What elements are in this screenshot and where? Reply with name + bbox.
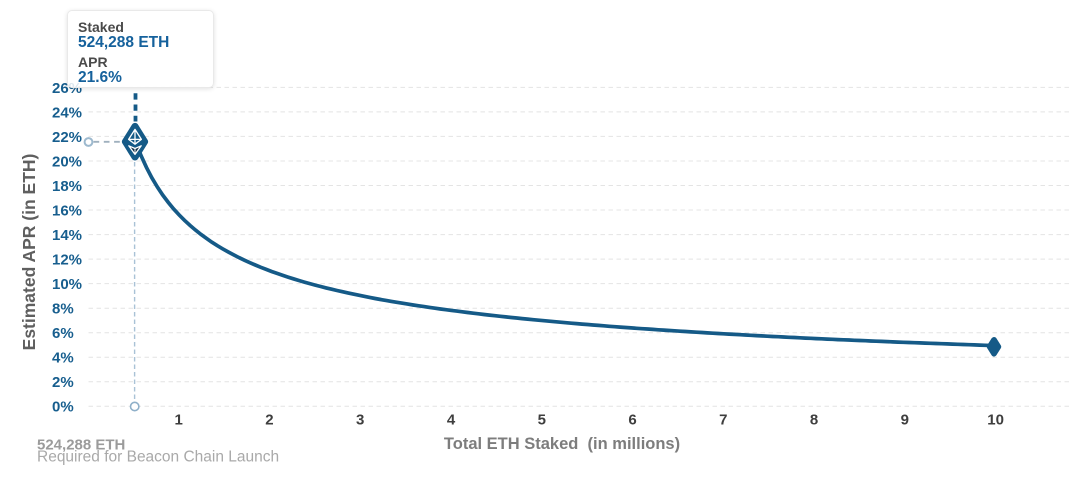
svg-text:5: 5 xyxy=(538,412,546,429)
svg-text:Estimated APR (in ETH): Estimated APR (in ETH) xyxy=(19,154,39,351)
svg-text:6: 6 xyxy=(628,412,636,429)
svg-text:6%: 6% xyxy=(52,325,74,342)
svg-text:Required for Beacon Chain Laun: Required for Beacon Chain Launch xyxy=(37,449,279,466)
svg-text:8%: 8% xyxy=(52,301,74,318)
svg-text:0%: 0% xyxy=(52,399,74,416)
svg-text:2%: 2% xyxy=(52,374,74,391)
svg-text:14%: 14% xyxy=(52,227,82,244)
svg-text:12%: 12% xyxy=(52,252,82,269)
svg-text:9: 9 xyxy=(901,412,909,429)
svg-text:2: 2 xyxy=(265,412,273,429)
svg-text:18%: 18% xyxy=(52,178,82,195)
svg-text:3: 3 xyxy=(356,412,364,429)
svg-text:10%: 10% xyxy=(52,276,82,293)
svg-text:24%: 24% xyxy=(52,104,82,121)
svg-text:524,288 ETH: 524,288 ETH xyxy=(37,437,125,454)
svg-text:20%: 20% xyxy=(52,153,82,170)
svg-text:1: 1 xyxy=(175,412,183,429)
svg-text:22%: 22% xyxy=(52,129,82,146)
svg-text:16%: 16% xyxy=(52,202,82,219)
svg-text:10: 10 xyxy=(987,412,1004,429)
svg-text:8: 8 xyxy=(810,412,818,429)
svg-text:7: 7 xyxy=(719,412,727,429)
svg-text:Total ETH Staked (in millions: Total ETH Staked (in millions) xyxy=(444,435,680,453)
svg-text:4%: 4% xyxy=(52,350,74,367)
svg-text:4: 4 xyxy=(447,412,456,429)
